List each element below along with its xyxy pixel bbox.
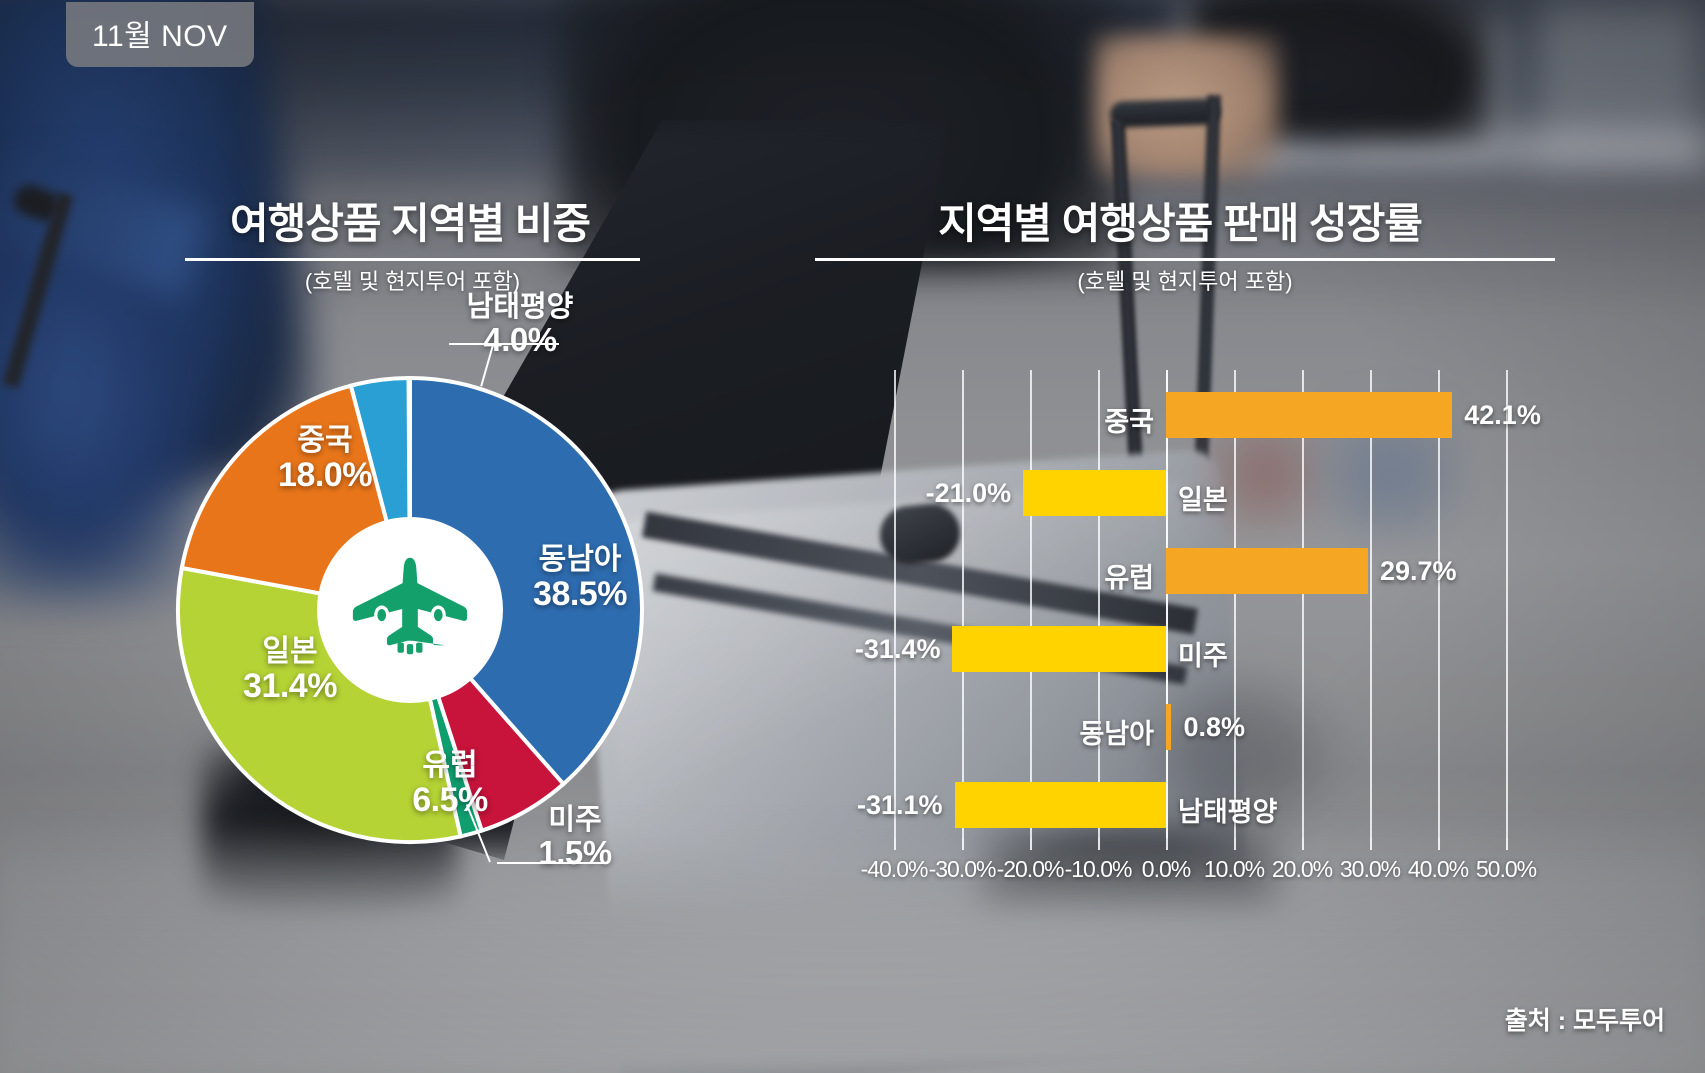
pie-label-name: 유럽 [422, 749, 478, 782]
pie-slice [408, 375, 644, 787]
pie-label-china: 중국 18.0% [250, 425, 400, 493]
bar-chart-x-axis: -40.0% -30.0% -20.0% -10.0% 0.0% 10.0% 20.0% 30… [860, 856, 1540, 890]
pie-label-name: 일본 [262, 635, 318, 668]
pie-label-europe: 유럽 6.5% [390, 750, 510, 818]
leader-line-south-pacific-horizontal [449, 343, 559, 345]
axis-tick [894, 838, 896, 850]
pie-label-value: 31.4% [243, 666, 337, 705]
axis-tick-label: 30.0% [1339, 856, 1401, 882]
axis-tick-label: -40.0% [860, 856, 929, 882]
pie-label-southeast-asia: 동남아 38.5% [505, 544, 655, 612]
axis-tick-label: -30.0% [928, 856, 997, 882]
gridline [1302, 370, 1304, 838]
axis-tick-label: 50.0% [1475, 856, 1537, 882]
bar-row: 동남아 0.8% [860, 704, 1540, 750]
axis-tick-label: 0.0% [1141, 856, 1191, 882]
left-panel-divider [185, 258, 640, 261]
gridline [1438, 370, 1440, 838]
bar-category-label: 남태평양 [1178, 797, 1278, 827]
axis-tick [1370, 838, 1372, 850]
axis-tick [1098, 838, 1100, 850]
gridline [1370, 370, 1372, 838]
axis-tick [1506, 838, 1508, 850]
bar [952, 626, 1166, 672]
bar-row: 미주 -31.4% [855, 626, 1540, 672]
pie-label-name: 미주 [548, 804, 602, 836]
bar-value-label: 42.1% [1464, 400, 1541, 430]
pie-chart [175, 375, 645, 845]
bg-bokeh-blue [1330, 420, 1450, 530]
pie-chart-svg [176, 375, 644, 844]
source-label: 출처 : 모두투어 [1504, 1007, 1665, 1035]
gridline [1234, 370, 1236, 838]
bar-value-label: -31.1% [856, 790, 943, 820]
bar-row: 유럽 29.7% [860, 548, 1540, 594]
pie-label-japan: 일본 31.4% [215, 636, 365, 704]
left-panel-title: 여행상품 지역별 비중 [229, 200, 591, 247]
pie-label-name: 동남아 [538, 543, 622, 576]
left-panel-subtitle: (호텔 및 현지투어 포함) [304, 269, 521, 294]
bar-value-label: 0.8% [1183, 712, 1245, 742]
bar-category-label: 일본 [1178, 485, 1228, 515]
bar-chart: 중국 42.1% 일본 -21.0% 유럽 29.7% 미주 -31.4% 동남아 0.8% 남태평… [855, 370, 1541, 890]
bg-floor [0, 820, 1705, 1073]
right-panel-title: 지역별 여행상품 판매 성장률 [938, 200, 1423, 247]
bar [1023, 470, 1166, 516]
bg-bokeh-dark [1160, 690, 1320, 820]
pie-label-americas: 미주 1.5% [500, 805, 650, 871]
bar [1166, 704, 1172, 750]
axis-tick-label: 20.0% [1271, 856, 1333, 882]
axis-tick-label: -20.0% [996, 856, 1065, 882]
pie-label-value: 1.5% [538, 833, 612, 871]
bar-row: 남태평양 -31.1% [856, 782, 1540, 828]
axis-tick [1166, 838, 1168, 850]
axis-tick [1302, 838, 1304, 850]
month-badge: 11월 NOV [66, 2, 254, 67]
right-panel-subtitle: (호텔 및 현지투어 포함) [1077, 269, 1293, 294]
bar-category-label: 중국 [1104, 407, 1154, 437]
bg-window-light-3 [1530, 0, 1705, 165]
pie-label-south-pacific: 남태평양 4.0% [430, 292, 610, 358]
pie-label-value: 4.0% [483, 320, 557, 358]
axis-tick [962, 838, 964, 850]
bar-category-label: 유럽 [1104, 563, 1154, 593]
right-panel-divider [815, 258, 1555, 261]
axis-tick-label: 10.0% [1203, 856, 1265, 882]
bar-value-label: -31.4% [854, 634, 941, 664]
axis-tick [1438, 838, 1440, 850]
bar-value-label: 29.7% [1379, 556, 1457, 586]
gridline [1030, 370, 1032, 838]
bar-value-label: -21.0% [925, 478, 1012, 508]
gridline-zero [1166, 370, 1168, 838]
axis-tick [1234, 838, 1236, 850]
gridline [1506, 370, 1508, 838]
pie-label-value: 38.5% [533, 574, 627, 613]
gridline [894, 370, 896, 838]
axis-tick [1030, 838, 1032, 850]
pie-label-value: 18.0% [278, 455, 372, 494]
leader-line-americas-horizontal [497, 862, 607, 864]
bar [1166, 548, 1368, 594]
gridline [962, 370, 964, 838]
bar-category-label: 동남아 [1079, 719, 1154, 749]
pie-label-name: 중국 [297, 424, 353, 457]
pie-label-name: 남태평양 [466, 291, 574, 323]
bar-row: 일본 -21.0% [860, 470, 1540, 516]
axis-tick-label: 40.0% [1407, 856, 1469, 882]
bar-row: 중국 42.1% [860, 392, 1541, 438]
airplane-icon [352, 557, 468, 655]
axis-tick-label: -10.0% [1064, 856, 1133, 882]
pie-label-value: 6.5% [412, 780, 488, 819]
bar [954, 782, 1166, 828]
bar-category-label: 미주 [1178, 641, 1228, 671]
bar [1166, 392, 1453, 438]
gridline [1098, 370, 1100, 838]
